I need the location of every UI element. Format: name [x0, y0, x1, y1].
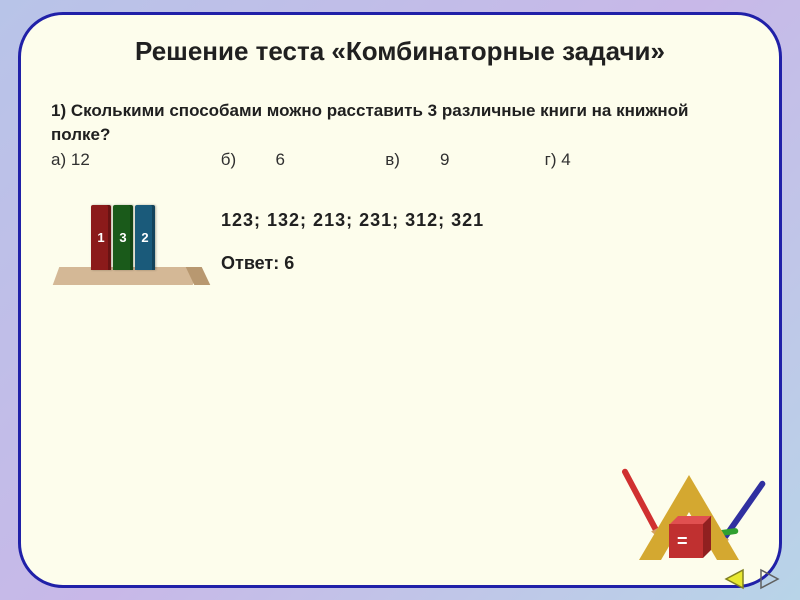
- shelf-icon: [53, 267, 200, 285]
- question-text: 1) Сколькими способами можно расставить …: [51, 99, 749, 147]
- prev-button[interactable]: [719, 564, 749, 594]
- option-g: г) 4: [545, 150, 571, 170]
- answer-value: 6: [284, 253, 294, 273]
- option-a: а) 12: [51, 150, 216, 170]
- option-v-label: в): [385, 150, 435, 170]
- option-b-label: б): [221, 150, 271, 170]
- nav-buttons: [719, 564, 785, 594]
- option-v-value: 9: [440, 150, 540, 170]
- slide-frame: Решение теста «Комбинаторные задачи» 1) …: [18, 12, 782, 588]
- next-button[interactable]: [755, 564, 785, 594]
- book-1: 1: [91, 205, 111, 270]
- content-row: 1 3 2 123; 132; 213; 231; 312; 321 Ответ…: [51, 195, 749, 305]
- book-2: 3: [113, 205, 133, 270]
- answer-options: а) 12 б) 6 в) 9 г) 4: [51, 150, 749, 170]
- permutations-list: 123; 132; 213; 231; 312; 321: [221, 210, 484, 231]
- option-b-value: 6: [275, 150, 380, 170]
- page-title: Решение теста «Комбинаторные задачи»: [51, 35, 749, 69]
- question-body: Сколькими способами можно расставить 3 р…: [51, 101, 688, 144]
- books-illustration: 1 3 2: [51, 195, 201, 305]
- answer-line: Ответ: 6: [221, 253, 484, 274]
- book-3: 2: [135, 205, 155, 270]
- solution-block: 123; 132; 213; 231; 312; 321 Ответ: 6: [221, 195, 484, 274]
- corner-decoration: =: [629, 460, 749, 570]
- equals-icon: =: [677, 531, 688, 552]
- answer-label: Ответ:: [221, 253, 279, 273]
- question-number: 1): [51, 101, 66, 120]
